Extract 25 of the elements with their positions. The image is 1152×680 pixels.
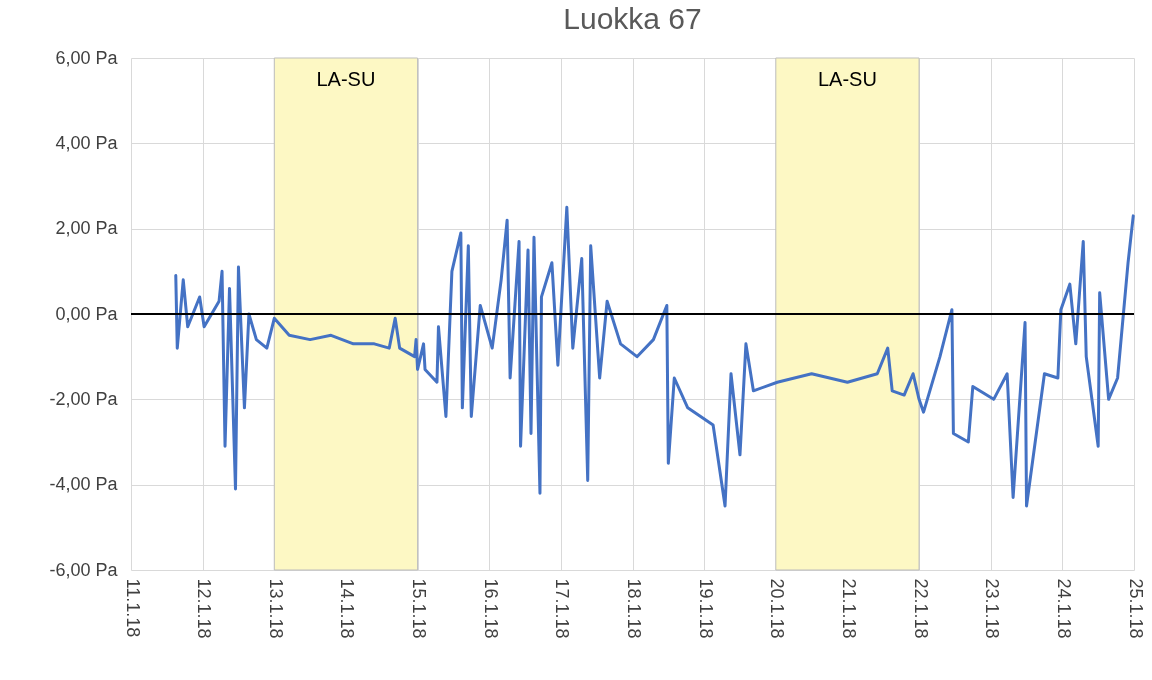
band-label: LA-SU <box>316 68 376 90</box>
y-tick-label: 2,00 Pa <box>55 218 119 239</box>
y-tick-label: 4,00 Pa <box>55 132 119 153</box>
x-tick-label: 18.1.18 <box>624 578 644 639</box>
x-tick-label: 21.1.18 <box>838 578 859 639</box>
x-tick-label: 25.1.18 <box>1125 578 1146 639</box>
x-tick-label: 15.1.18 <box>409 578 430 639</box>
y-tick-label: 6,00 Pa <box>55 47 119 68</box>
x-tick-label: 23.1.18 <box>982 578 1003 639</box>
x-tick-label: 19.1.18 <box>695 578 716 639</box>
band-label: LA-SU <box>817 68 877 90</box>
x-tick-label: 17.1.18 <box>552 578 573 639</box>
y-tick-label: -6,00 Pa <box>49 559 119 580</box>
x-tick-label: 22.1.18 <box>910 578 931 639</box>
x-tick-label: 14.1.18 <box>337 578 358 639</box>
chart-title: Luokka 67 <box>563 2 702 35</box>
x-tick-label: 24.1.18 <box>1053 578 1074 639</box>
y-tick-label: -4,00 Pa <box>49 474 119 495</box>
x-tick-label: 11.1.18 <box>122 578 143 638</box>
x-tick-label: 13.1.18 <box>265 578 286 639</box>
x-tick-label: 20.1.18 <box>767 578 788 639</box>
x-tick-label: 16.1.18 <box>480 578 501 639</box>
y-tick-label: -2,00 Pa <box>49 388 119 409</box>
y-tick-label: 0,00 Pa <box>55 303 119 324</box>
x-tick-label: 12.1.18 <box>194 578 215 639</box>
